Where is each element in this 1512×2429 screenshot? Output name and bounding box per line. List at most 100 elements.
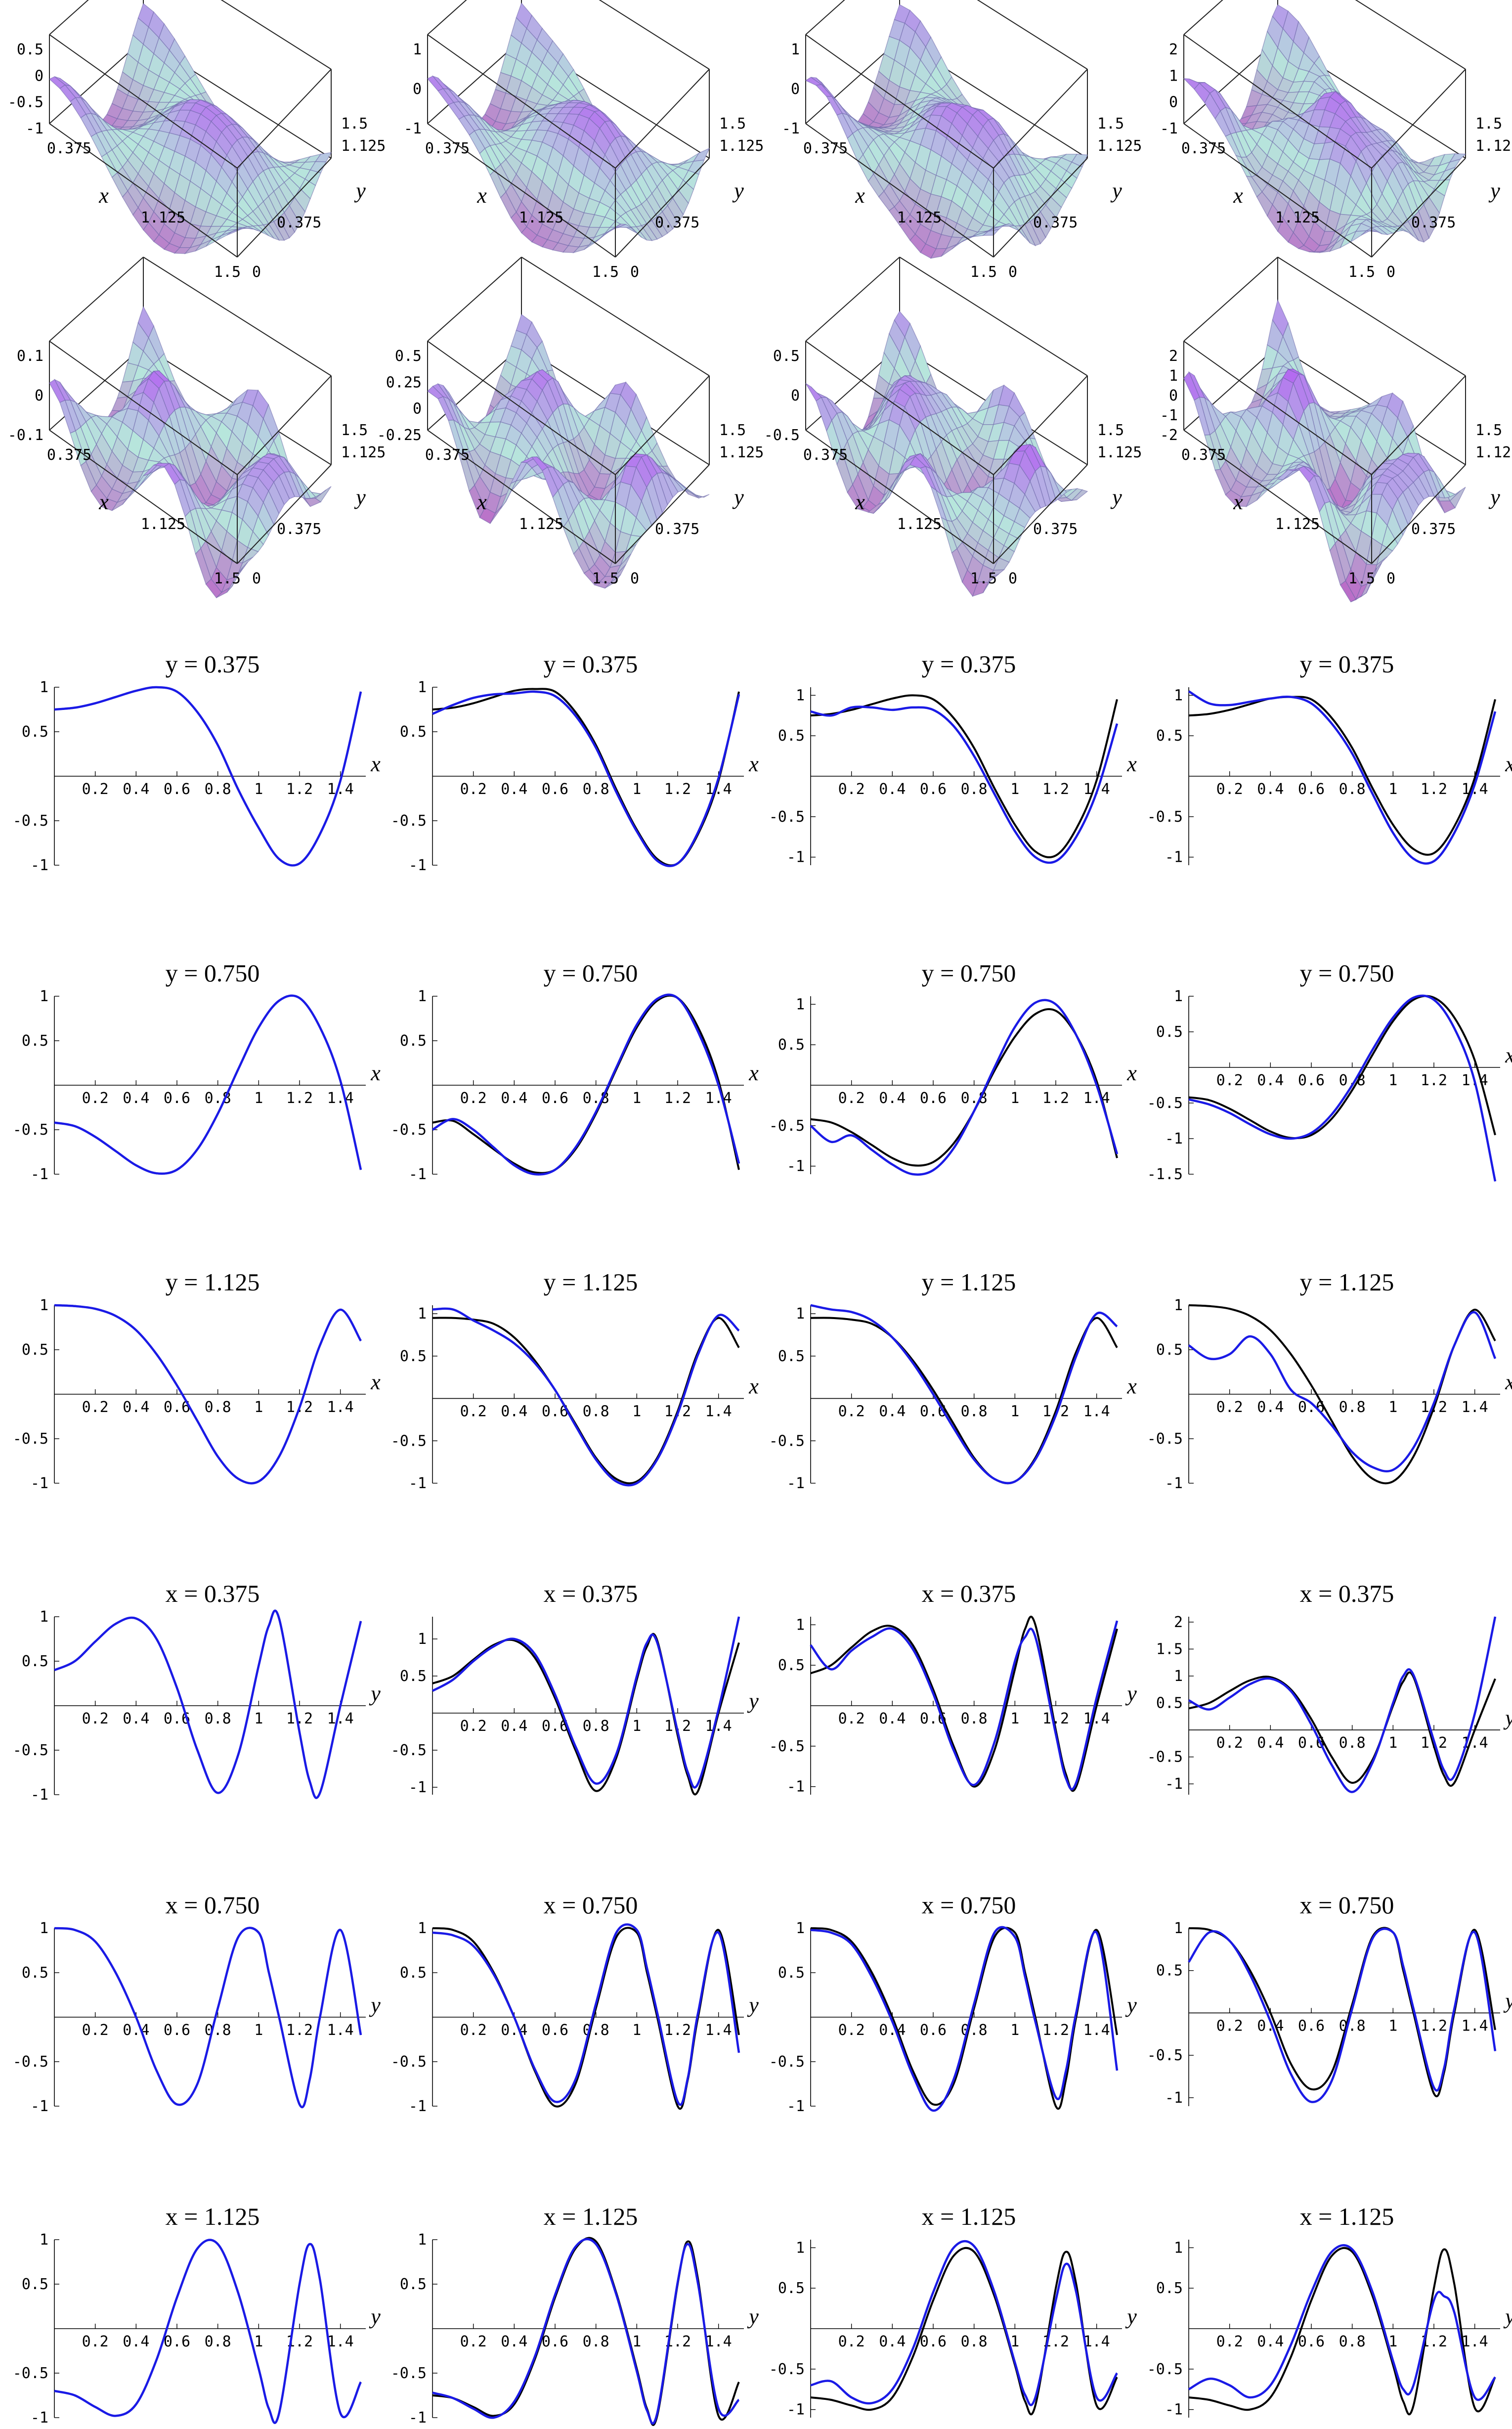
y-tick-label: 1 — [40, 679, 48, 696]
x-tick-label: 1 — [632, 1090, 641, 1107]
x-axis-label: x — [748, 752, 759, 776]
y-tick-label: 1 — [1174, 687, 1183, 704]
x-axis-label: x — [748, 1374, 759, 1399]
x-tick-label: 0.6 — [920, 781, 947, 798]
x-tick-label: 1.4 — [327, 2022, 354, 2039]
plot-title: x = 0.750 — [544, 1891, 638, 1919]
x-tick-label: 1 — [1388, 1399, 1397, 1416]
series-line-approx — [1188, 690, 1497, 865]
box-edge — [805, 0, 845, 35]
y-tick-label: 1.5 — [1097, 115, 1124, 132]
y-tick-label: -0.5 — [769, 808, 805, 826]
x-tick-label: 1 — [254, 2333, 263, 2350]
x-tick-label: 1.2 — [664, 1090, 691, 1107]
x-tick-label: 0.4 — [501, 1090, 527, 1107]
x-axis-label: y — [1125, 2304, 1137, 2329]
box-edge — [805, 34, 994, 169]
series-line-exact — [54, 1609, 362, 1799]
box-edge — [1371, 69, 1466, 169]
box-edge — [427, 430, 616, 564]
z-tick-label: -0.5 — [764, 427, 800, 444]
x-tick-label: 0.8 — [1339, 2333, 1366, 2350]
x-axis-label: y — [1503, 1988, 1512, 2013]
y-tick-label: 0 — [1008, 264, 1017, 281]
y-tick-label: -1 — [787, 2401, 805, 2419]
x-tick-label: 1.4 — [327, 2333, 354, 2350]
y-tick-label: 1 — [1174, 1297, 1183, 1314]
x-tick-label: 0.6 — [164, 2333, 190, 2350]
series-line-approx — [1188, 1616, 1497, 1793]
x-axis-label: x — [1126, 752, 1137, 776]
z-tick-label: 1 — [1169, 367, 1178, 385]
box-edge — [49, 430, 238, 564]
y-tick-label: 0.5 — [1156, 727, 1183, 745]
x-tick-label: 0.4 — [123, 1710, 149, 1727]
x-tick-label: 0.8 — [205, 2022, 231, 2039]
y-tick-label: 1 — [40, 1920, 48, 1937]
series-line-exact — [810, 1615, 1118, 1792]
box-edge — [599, 0, 710, 70]
box-edge — [1183, 0, 1223, 35]
series-line-exact — [810, 1317, 1118, 1485]
x-tick-label: 0.6 — [542, 1090, 568, 1107]
x-tick-label: 1 — [1010, 1710, 1019, 1727]
x-tick-label: 1 — [1010, 781, 1019, 798]
y-tick-label: -0.5 — [1147, 808, 1183, 826]
box-edge — [49, 123, 238, 258]
x-tick-label: 1 — [632, 2022, 641, 2039]
y-tick-label: 1 — [40, 2231, 48, 2249]
y-tick-label: 1 — [418, 1631, 427, 1648]
surface-mesh — [427, 313, 710, 589]
y-tick-label: 0.5 — [400, 723, 427, 741]
x-tick-label: 0.2 — [82, 2022, 109, 2039]
series-line-approx — [432, 1307, 740, 1487]
x-tick-label: 0.8 — [1339, 781, 1366, 798]
x-tick-label: 0.8 — [961, 2333, 988, 2350]
y-tick-label: 1.5 — [341, 422, 368, 439]
y-tick-label: 1 — [40, 988, 48, 1005]
x-axis-label: y — [747, 1993, 759, 2017]
plot-title: x = 0.375 — [166, 1580, 260, 1607]
plot-title: x = 1.125 — [166, 2203, 260, 2230]
x-tick-label: 0.2 — [1216, 2017, 1243, 2034]
y-tick-label: -0.5 — [391, 1432, 427, 1450]
x-tick-label: 0.8 — [1339, 1734, 1366, 1752]
plot-title: x = 0.375 — [922, 1580, 1016, 1607]
plot-title: y = 0.375 — [544, 650, 638, 678]
z-tick-label: 0 — [791, 387, 800, 404]
y-tick-label: 0.5 — [22, 1341, 48, 1359]
y-tick-label: 1.5 — [1097, 422, 1124, 439]
y-tick-label: 1 — [418, 988, 427, 1005]
y-tick-label: -1.5 — [1147, 1166, 1183, 1183]
series-line-exact — [432, 1317, 740, 1485]
series-line-approx — [810, 999, 1119, 1176]
x-tick-label: 1.5 — [214, 264, 241, 281]
slice-line-plots: y = 0.375 x 0.2 0.4 0.6 0.8 1 1.2 1.4 1 0.5 -0.5 -1 y… — [13, 650, 1512, 2427]
x-tick-label: 1.4 — [1462, 2333, 1488, 2350]
x-tick-label: 1.4 — [1462, 2017, 1488, 2034]
x-tick-label: 0.6 — [164, 1090, 190, 1107]
x-tick-label: 0.375 — [1181, 140, 1226, 157]
y-tick-label: 1.125 — [341, 137, 386, 155]
x-tick-label: 1.2 — [1042, 2022, 1069, 2039]
y-tick-label: -1 — [409, 1475, 427, 1492]
x-tick-label: 0.4 — [501, 1718, 527, 1735]
x-tick-label: 0.375 — [47, 446, 91, 464]
box-edge — [1371, 158, 1466, 258]
box-edge — [1183, 257, 1278, 342]
x-tick-label: 1.2 — [664, 781, 691, 798]
x-tick-label: 0.8 — [961, 1403, 988, 1420]
x-tick-label: 1.4 — [705, 1090, 732, 1107]
y-tick-label: 0.5 — [778, 1964, 805, 1982]
y-tick-label: -1 — [787, 1158, 805, 1175]
series-line-approx — [810, 1304, 1118, 1485]
slice-plot: x = 0.375y0.20.40.60.811.21.421.510.5-0.… — [1147, 1580, 1512, 1795]
x-tick-label: 0.6 — [164, 781, 190, 798]
